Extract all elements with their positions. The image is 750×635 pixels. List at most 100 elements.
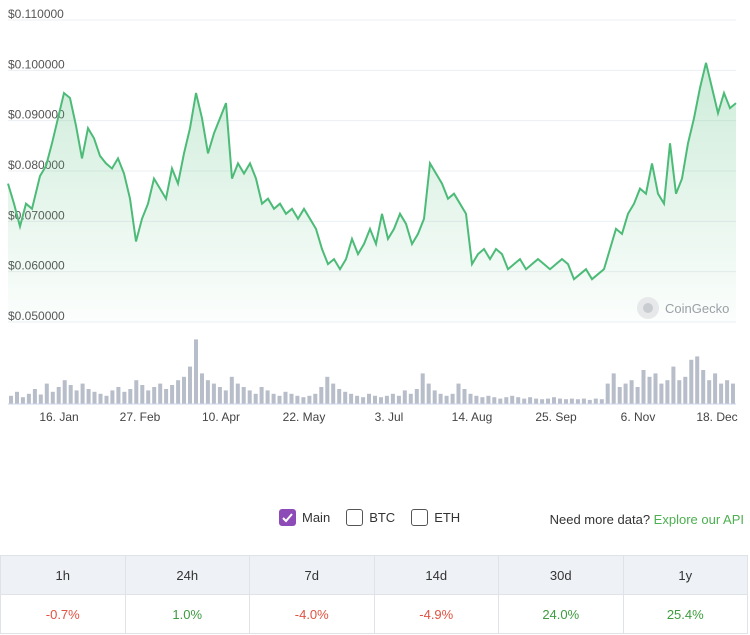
price-chart[interactable]: $0.110000$0.100000$0.090000$0.080000$0.0… <box>0 0 750 440</box>
value-24h: 1.0% <box>125 594 250 634</box>
volume-bar <box>32 389 37 404</box>
header-24h: 24h <box>125 555 250 595</box>
volume-bar <box>540 399 545 404</box>
toggle-btc[interactable]: BTC <box>346 509 395 526</box>
toggle-eth[interactable]: ETH <box>411 509 460 526</box>
value-1h: -0.7% <box>0 594 126 634</box>
toggle-main[interactable]: Main <box>279 509 330 526</box>
volume-bar <box>534 398 539 404</box>
volume-bar <box>349 393 354 404</box>
x-tick-label: 16. Jan <box>39 410 78 424</box>
volume-bar <box>361 397 366 404</box>
volume-bar <box>510 395 515 404</box>
volume-bar <box>564 399 568 404</box>
volume-bar <box>731 383 735 404</box>
volume-bar <box>426 383 431 404</box>
volume-bar <box>689 359 694 404</box>
volume-bar <box>134 380 139 404</box>
volume-bar <box>528 397 533 404</box>
volume-bar <box>725 380 730 404</box>
price-line <box>7 62 737 281</box>
volume-bar <box>44 383 49 404</box>
volume-bar <box>20 397 25 404</box>
coingecko-watermark: CoinGecko <box>637 297 729 319</box>
x-tick-label: 18. Dec <box>696 410 737 424</box>
volume-bar <box>384 395 389 404</box>
volume-bar <box>546 398 550 404</box>
volume-bar <box>492 397 497 404</box>
volume-bar <box>420 373 425 404</box>
header-1y: 1y <box>623 555 748 595</box>
btc-checkbox[interactable] <box>346 509 364 526</box>
volume-bar <box>170 385 175 404</box>
volume-bar <box>259 387 264 404</box>
x-tick-label: 27. Feb <box>120 410 161 424</box>
volume-bar <box>152 387 157 404</box>
volume-bar <box>253 393 258 404</box>
volume-bar <box>611 373 616 404</box>
x-tick-label: 6. Nov <box>621 410 656 424</box>
volume-bar <box>217 387 222 404</box>
chart-svg[interactable]: $0.110000$0.100000$0.090000$0.080000$0.0… <box>0 0 750 440</box>
volume-bar <box>402 390 407 404</box>
x-tick-label: 3. Jul <box>375 410 404 424</box>
volume-bar <box>128 389 133 404</box>
volume-bar <box>110 390 115 404</box>
volume-bar <box>414 389 419 404</box>
volume-bar <box>194 339 198 404</box>
volume-bar <box>86 389 91 404</box>
volume-bar <box>552 397 556 404</box>
volume-bar <box>558 398 562 404</box>
volume-bar <box>319 387 324 404</box>
explore-api-link[interactable]: Explore our API <box>653 512 744 527</box>
volume-bar <box>707 380 712 404</box>
volume-bar <box>522 398 527 404</box>
volume-bar <box>408 393 413 404</box>
header-14d: 14d <box>374 555 499 595</box>
volume-bar <box>229 376 234 404</box>
volume-bar <box>629 380 634 404</box>
volume-bar <box>432 390 437 404</box>
watermark-text: CoinGecko <box>665 300 730 316</box>
volume-bar <box>68 385 73 404</box>
series-toggles: Main BTC ETH <box>279 509 460 526</box>
volume-bar <box>504 397 509 404</box>
volume-bar <box>474 395 479 404</box>
volume-bar <box>38 394 43 404</box>
volume-bar <box>605 383 610 404</box>
volume-bar <box>355 395 360 404</box>
volume-bar <box>373 395 377 404</box>
volume-bar <box>438 393 443 404</box>
volume-bar <box>379 397 383 404</box>
volume-bar <box>331 383 336 404</box>
eth-checkbox[interactable] <box>411 509 429 526</box>
volume-bar <box>26 393 31 404</box>
volume-bar <box>677 380 682 404</box>
toggle-main-label: Main <box>302 510 331 525</box>
volume-bar <box>247 390 252 404</box>
y-tick-label: $0.110000 <box>8 7 64 21</box>
volume-bar <box>307 395 312 404</box>
value-7d: -4.0% <box>249 594 375 634</box>
volume-bar <box>164 389 169 404</box>
volume-bar <box>74 390 79 404</box>
volume-bar <box>498 398 503 404</box>
volume-bar <box>265 390 270 404</box>
volume-bar <box>671 366 676 404</box>
volume-bar <box>695 356 700 404</box>
value-14d: -4.9% <box>374 594 499 634</box>
volume-bar <box>140 385 145 404</box>
more-data-text: Need more data? <box>549 512 651 527</box>
value-1y: 25.4% <box>623 594 748 634</box>
volume-bar <box>486 395 491 404</box>
header-1h: 1h <box>0 555 126 595</box>
value-30d: 24.0% <box>498 594 624 634</box>
volume-bar <box>98 393 103 404</box>
x-tick-label: 22. May <box>283 410 326 424</box>
volume-bar <box>516 397 521 404</box>
volume-bar <box>182 376 186 404</box>
price-area <box>8 62 736 323</box>
volume-bar <box>92 391 97 404</box>
volume-bar <box>719 383 724 404</box>
main-checkbox[interactable] <box>279 509 296 526</box>
